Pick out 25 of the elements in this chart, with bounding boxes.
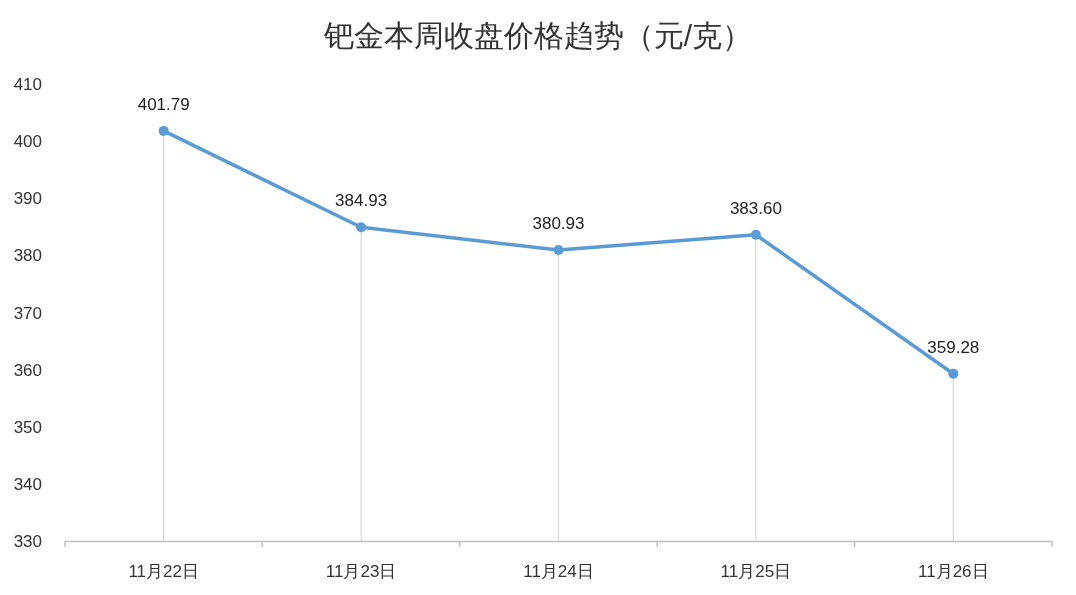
y-tick-label: 370 [13, 303, 42, 323]
y-tick-label: 380 [13, 246, 42, 266]
data-label: 383.60 [729, 198, 782, 218]
x-tick-label: 11月23日 [325, 562, 397, 581]
y-tick-label: 400 [13, 132, 42, 152]
x-tick-label: 11月24日 [523, 562, 594, 581]
y-tick-label: 410 [13, 75, 42, 94]
point [158, 125, 169, 136]
point [750, 229, 761, 240]
point [553, 245, 564, 256]
data-label: 359.28 [927, 337, 980, 357]
y-tick-label: 350 [13, 417, 42, 437]
y-tick-label: 360 [13, 360, 42, 380]
x-tick-label: 11月25日 [720, 562, 792, 581]
y-tick-label: 340 [13, 474, 42, 494]
y-tick-label: 330 [13, 532, 42, 551]
data-label: 384.93 [335, 191, 388, 211]
data-label: 401.79 [137, 94, 190, 114]
point [356, 222, 367, 233]
point [948, 368, 959, 379]
x-tick-label: 11月22日 [128, 562, 199, 581]
y-tick-label: 390 [13, 189, 42, 209]
chart-title: 钯金本周收盘价格趋势（元/克） [322, 19, 753, 52]
x-tick-label: 11月26日 [918, 562, 989, 581]
data-label: 380.93 [532, 214, 585, 234]
